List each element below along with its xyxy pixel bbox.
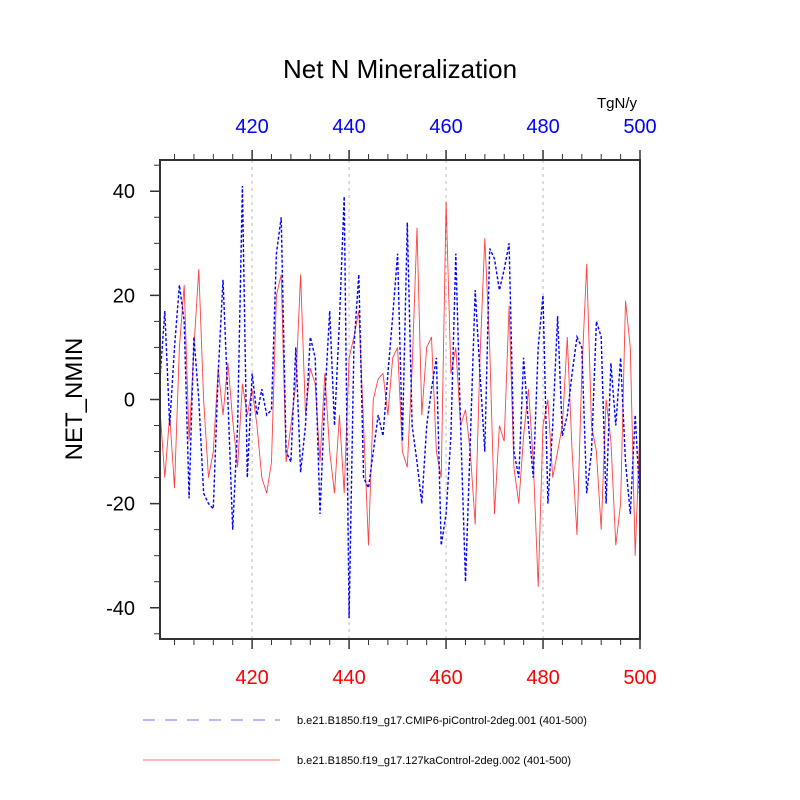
bottom-x-tick-label: 440	[332, 667, 365, 689]
y-tick-label: 40	[113, 181, 135, 203]
top-x-tick-label: 440	[332, 116, 365, 138]
legend-label-series-0: b.e21.B1850.f19_g17.CMIP6-piControl-2deg…	[297, 715, 587, 727]
left-axis-labels: 40 20 0 -20 -40	[106, 181, 135, 620]
top-x-tick-label: 480	[526, 116, 559, 138]
top-axis-labels: 420 440 460 480 500	[235, 116, 656, 138]
bottom-x-tick-label: 460	[429, 667, 462, 689]
axis-ticks	[150, 150, 641, 649]
legend: b.e21.B1850.f19_g17.CMIP6-piControl-2deg…	[143, 715, 587, 767]
series-line-1	[160, 201, 640, 587]
top-x-tick-label: 460	[429, 116, 462, 138]
units-label: TgN/y	[597, 95, 638, 112]
y-tick-label: 0	[124, 390, 135, 412]
bottom-x-tick-label: 420	[235, 667, 268, 689]
legend-label-series-1: b.e21.B1850.f19_g17.127kaControl-2deg.00…	[297, 755, 571, 767]
y-tick-label: -20	[106, 494, 135, 516]
y-tick-label: 20	[113, 285, 135, 307]
series-points-0	[160, 186, 640, 619]
y-axis-label: NET_NMIN	[61, 338, 88, 461]
bottom-axis-labels: 420 440 460 480 500	[235, 667, 656, 689]
series-points-1	[160, 201, 640, 587]
bottom-x-tick-label: 500	[623, 667, 656, 689]
series-layer	[160, 185, 640, 619]
top-x-tick-label: 500	[623, 116, 656, 138]
chart-title: Net N Mineralization	[283, 54, 517, 84]
top-x-tick-label: 420	[235, 116, 268, 138]
bottom-x-tick-label: 480	[526, 667, 559, 689]
gridlines	[251, 160, 544, 639]
y-tick-label: -40	[106, 598, 135, 620]
series-line-0	[160, 185, 640, 619]
